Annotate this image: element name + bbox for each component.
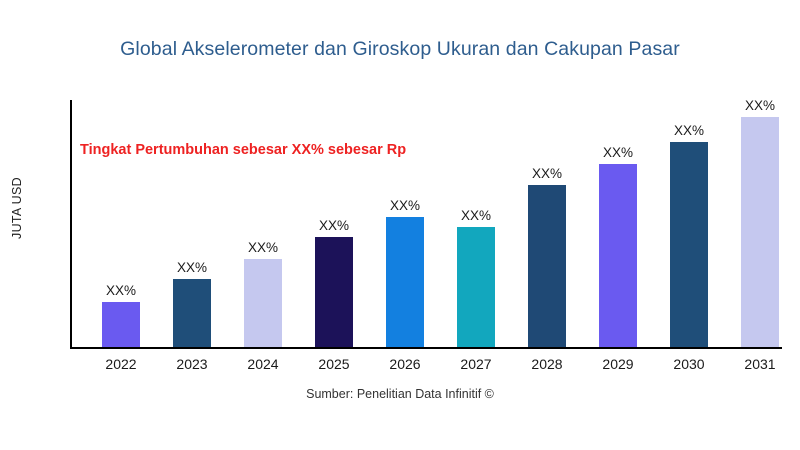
y-axis-line (70, 100, 72, 349)
bar-2031[interactable] (741, 117, 779, 347)
x-tick-2022: 2022 (105, 356, 137, 372)
bar-2030[interactable] (670, 142, 708, 347)
bar-value-label: XX% (460, 208, 491, 223)
y-axis-label: JUTA USD (10, 177, 24, 239)
x-tick-2030: 2030 (673, 356, 705, 372)
bar-value-label: XX% (389, 198, 420, 213)
bar-2026[interactable] (386, 217, 424, 347)
bar-2028[interactable] (528, 185, 566, 347)
x-tick-2028: 2028 (531, 356, 563, 372)
bar-value-label: XX% (105, 283, 136, 298)
x-axis-line (70, 347, 782, 349)
bar-2022[interactable] (102, 302, 140, 347)
plot-area: XX% XX% XX% XX% XX% XX% XX% XX% (70, 98, 782, 349)
x-tick-2024: 2024 (247, 356, 279, 372)
x-tick-2027: 2027 (460, 356, 492, 372)
bar-value-label: XX% (673, 123, 704, 138)
x-tick-2026: 2026 (389, 356, 421, 372)
bar-2024[interactable] (244, 259, 282, 347)
x-tick-2025: 2025 (318, 356, 350, 372)
bar-value-label: XX% (602, 145, 633, 160)
growth-rate-annotation: Tingkat Pertumbuhan sebesar XX% sebesar … (80, 142, 407, 158)
bar-2023[interactable] (173, 279, 211, 347)
bar-2025[interactable] (315, 237, 353, 347)
bar-value-label: XX% (176, 260, 207, 275)
page-title: Global Akselerometer dan Giroskop Ukuran… (120, 38, 680, 60)
bar-value-label: XX% (531, 166, 562, 181)
bar-value-label: XX% (744, 98, 775, 113)
bar-2027[interactable] (457, 227, 495, 347)
x-tick-2023: 2023 (176, 356, 208, 372)
bar-value-label: XX% (247, 240, 278, 255)
bar-2029[interactable] (599, 164, 637, 347)
source-caption: Sumber: Penelitian Data Infinitif © (306, 387, 494, 401)
x-tick-2031: 2031 (744, 356, 776, 372)
x-tick-2029: 2029 (602, 356, 634, 372)
bar-value-label: XX% (318, 218, 349, 233)
